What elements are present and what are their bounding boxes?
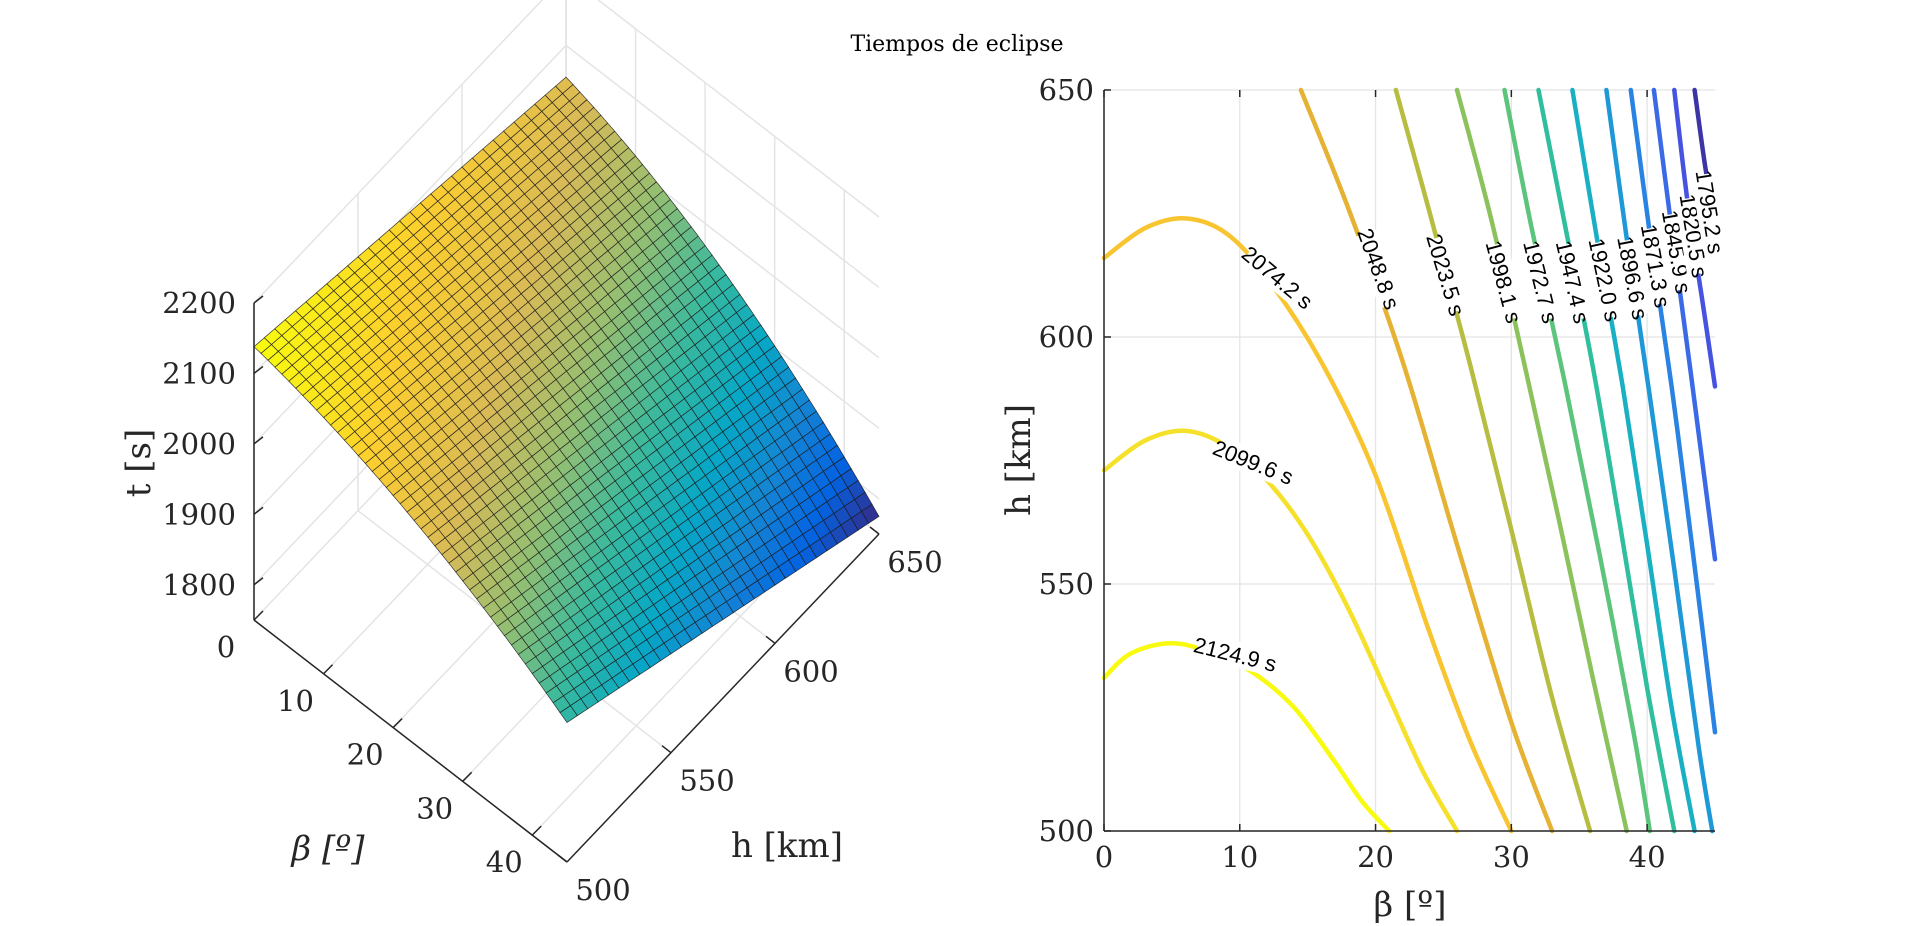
surface-x-tick: 10 <box>277 684 314 718</box>
surface-ylabel: h [km] <box>731 826 843 866</box>
figure-title: Tiempos de eclipse <box>850 32 1063 57</box>
surface-z-tick: 1800 <box>162 568 236 602</box>
surface-z-tick: 2200 <box>162 286 236 320</box>
contour-line <box>1101 428 1460 834</box>
surface-x-tick: 20 <box>347 738 384 772</box>
contour-tick-labels: 0 10 20 30 40 500 550 600 650 <box>1039 73 1666 874</box>
contour-plot-area <box>1104 90 1715 831</box>
contour-line <box>1393 87 1593 834</box>
contour-y-tick: 600 <box>1039 320 1094 354</box>
contour-y-tick: 650 <box>1039 73 1094 107</box>
surface-y-tick: 500 <box>575 873 630 907</box>
contour-label-bg <box>1213 435 1294 489</box>
contour-line <box>1651 87 1718 562</box>
contour-xlabel: β [º] <box>1374 885 1447 925</box>
contour-label-bg <box>1481 241 1527 322</box>
surface-xlabel: β [º] <box>290 829 366 869</box>
surface-axes <box>253 295 880 863</box>
contour-line <box>1101 216 1514 834</box>
contour-label-bg <box>1240 242 1316 312</box>
surface-z-tick: 2100 <box>162 356 236 390</box>
contour-y-tick: 500 <box>1039 814 1094 848</box>
contour-ylabel: h [km] <box>999 404 1039 516</box>
contour-x-tick: 30 <box>1493 840 1530 874</box>
contour-lines <box>1101 87 1718 834</box>
surface-y-tick: 550 <box>679 764 734 798</box>
contour-line <box>1536 87 1677 834</box>
contour-axes <box>1103 89 1715 832</box>
surface-x-tick: 40 <box>486 845 523 879</box>
contour-label-bg <box>1422 234 1470 315</box>
contour-x-tick: 10 <box>1221 840 1258 874</box>
surface-tick-labels: 1800 1900 2000 2100 2200 0 10 20 30 40 500 550 600 65… <box>162 286 942 907</box>
surface-z-tick: 2000 <box>162 427 236 461</box>
contour-label-bg <box>1195 632 1276 676</box>
contour-x-tick: 0 <box>1095 840 1113 874</box>
surface-x-tick: 0 <box>217 630 235 664</box>
surface-x-tick: 30 <box>416 791 453 825</box>
contour-line <box>1454 87 1629 834</box>
surface-y-tick: 650 <box>887 545 942 579</box>
surface-zlabel: t [s] <box>119 429 159 497</box>
surface-mesh <box>253 76 880 723</box>
contour-label-bg <box>1691 172 1729 252</box>
contour-label-bg <box>1519 241 1563 322</box>
surface-plot: 1800 1900 2000 2100 2200 0 10 20 30 40 500 550 600 65… <box>119 0 943 907</box>
surface-y-tick: 600 <box>783 654 838 688</box>
contour-line <box>1628 87 1718 735</box>
contour-line <box>1570 87 1697 834</box>
contour-label-bg <box>1353 228 1405 309</box>
contour-y-tick: 550 <box>1039 567 1094 601</box>
contour-line <box>1101 641 1392 834</box>
contour-line <box>1298 87 1555 834</box>
contour-label-bg <box>1551 241 1595 322</box>
contour-label-bg <box>1612 238 1653 318</box>
contour-label-bg <box>1584 239 1626 320</box>
contour-x-tick: 40 <box>1629 840 1666 874</box>
surface-z-tick: 1900 <box>162 497 236 531</box>
contour-x-tick: 20 <box>1357 840 1394 874</box>
contour-line <box>1502 87 1653 834</box>
contour-line <box>1604 87 1715 834</box>
